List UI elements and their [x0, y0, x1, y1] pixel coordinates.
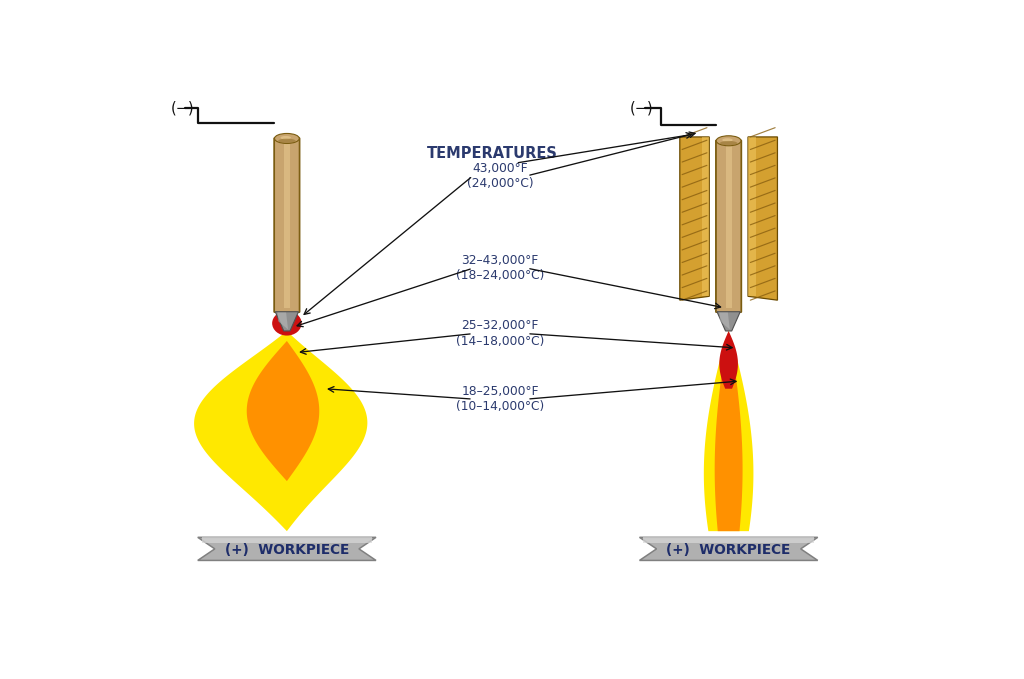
Text: (−): (−) [171, 100, 195, 115]
Ellipse shape [272, 311, 302, 335]
Polygon shape [719, 312, 730, 329]
Polygon shape [748, 137, 756, 296]
FancyBboxPatch shape [273, 137, 300, 313]
Bar [284, 143, 290, 308]
Polygon shape [701, 137, 710, 296]
Ellipse shape [274, 134, 299, 143]
Text: (+)  WORKPIECE: (+) WORKPIECE [667, 543, 791, 557]
Text: (24,000°C): (24,000°C) [467, 177, 534, 190]
FancyBboxPatch shape [715, 140, 742, 313]
Polygon shape [680, 137, 710, 300]
Polygon shape [195, 331, 368, 531]
Ellipse shape [722, 139, 733, 142]
Polygon shape [643, 537, 814, 543]
Text: (−): (−) [630, 100, 654, 115]
Ellipse shape [720, 141, 737, 145]
Text: 18–25,000°F: 18–25,000°F [461, 385, 539, 398]
Bar [726, 145, 731, 308]
Ellipse shape [279, 139, 296, 143]
Polygon shape [640, 537, 818, 560]
Ellipse shape [281, 136, 291, 139]
FancyBboxPatch shape [274, 138, 299, 312]
Text: (10–14,000°C): (10–14,000°C) [456, 401, 544, 414]
Polygon shape [748, 137, 777, 300]
Polygon shape [198, 537, 376, 560]
FancyBboxPatch shape [716, 140, 741, 312]
Text: (18–24,000°C): (18–24,000°C) [456, 270, 544, 282]
Polygon shape [275, 312, 299, 331]
Polygon shape [717, 312, 740, 331]
Polygon shape [719, 331, 738, 388]
Polygon shape [703, 331, 754, 531]
Polygon shape [202, 537, 372, 543]
Text: 32–43,000°F: 32–43,000°F [462, 254, 539, 267]
Text: 43,000°F: 43,000°F [472, 162, 527, 175]
Text: (+)  WORKPIECE: (+) WORKPIECE [224, 543, 349, 557]
Text: 25–32,000°F: 25–32,000°F [462, 319, 539, 333]
Text: (14–18,000°C): (14–18,000°C) [456, 335, 544, 348]
Polygon shape [715, 331, 742, 531]
Polygon shape [247, 341, 319, 481]
Text: TEMPERATURES: TEMPERATURES [427, 147, 558, 162]
Polygon shape [278, 312, 288, 329]
Ellipse shape [716, 136, 741, 146]
